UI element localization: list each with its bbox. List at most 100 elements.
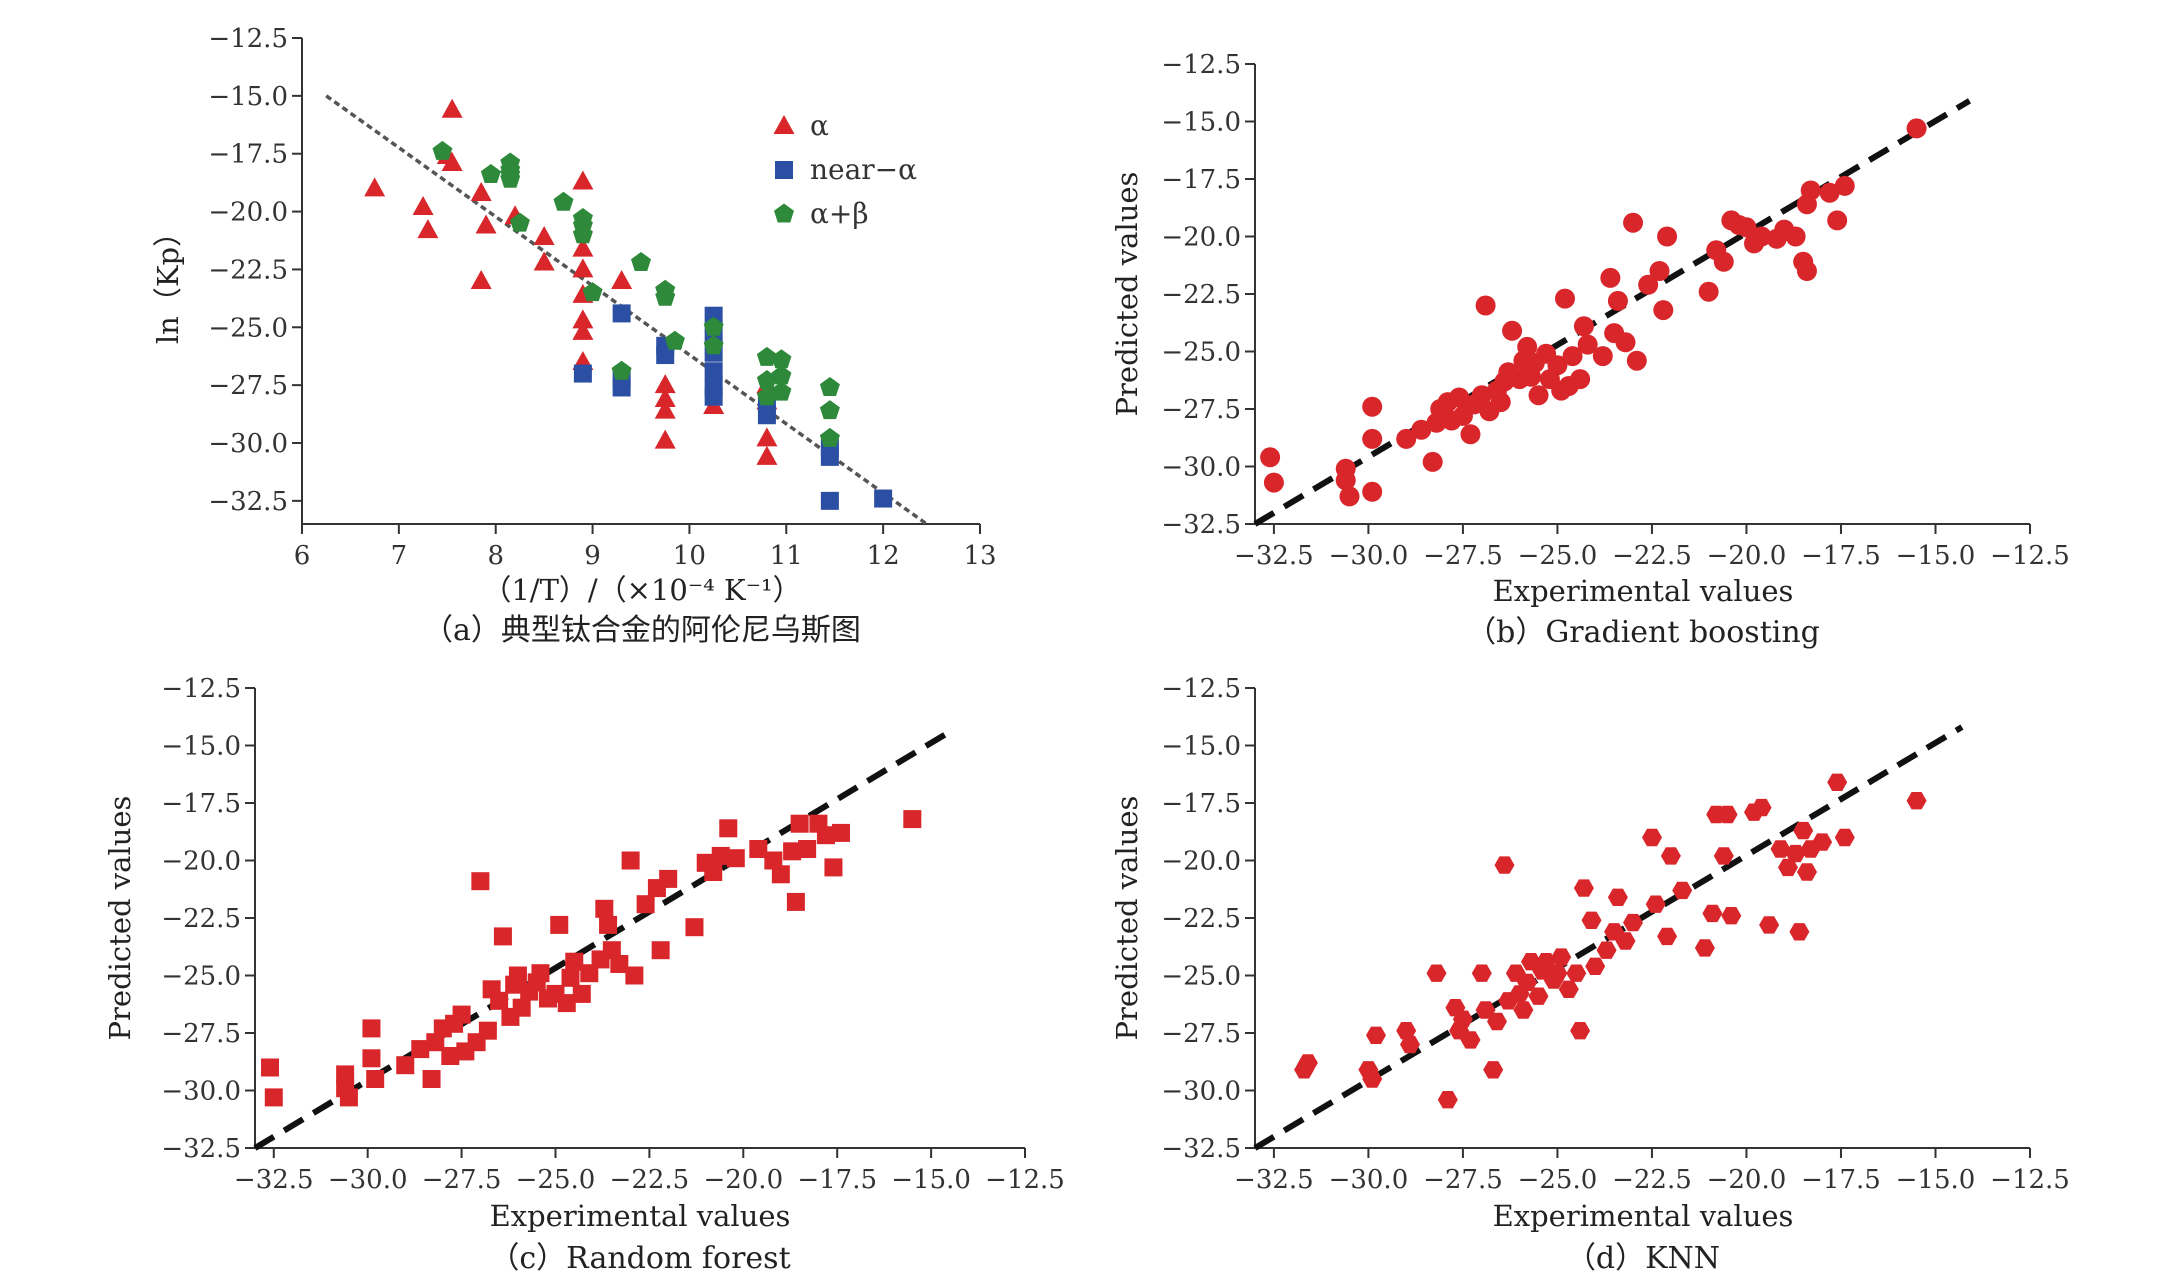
data-point (580, 964, 599, 983)
data-point (610, 955, 629, 973)
x-tick-label: −25.0 (516, 1165, 596, 1195)
data-point (819, 400, 840, 420)
data-point (783, 842, 802, 861)
x-tick-label: 8 (487, 541, 504, 571)
data-point (1570, 369, 1591, 390)
data-point (1615, 932, 1636, 950)
data-point (1778, 858, 1798, 877)
data-point (1770, 840, 1791, 858)
data-point (565, 952, 584, 971)
x-tick-label: −15.0 (1896, 1165, 1976, 1195)
data-point (475, 214, 497, 234)
y-tick-label: −32.5 (1161, 510, 1241, 540)
data-point (1751, 798, 1772, 817)
data-point (1607, 290, 1628, 311)
data-point (1713, 251, 1734, 272)
data-point (1339, 486, 1360, 507)
data-point (1702, 904, 1723, 923)
y-tick-label: −27.5 (208, 371, 288, 401)
data-point (362, 1049, 381, 1068)
data-point (1581, 911, 1602, 929)
data-point (1785, 844, 1806, 863)
data-point (1653, 300, 1674, 321)
y-axis-label: ln（Kp） (151, 218, 185, 344)
data-point (819, 377, 840, 396)
y-tick-label: −32.5 (161, 1134, 241, 1164)
data-point (1834, 175, 1855, 196)
data-point (1812, 833, 1833, 851)
data-point (631, 252, 651, 271)
data-point (756, 370, 777, 389)
data-point (1400, 1035, 1420, 1054)
series-2 (432, 140, 840, 447)
data-point (1460, 1031, 1481, 1049)
x-axis-label: Experimental values (1493, 1199, 1794, 1233)
data-point (336, 1065, 355, 1084)
data-point (1827, 210, 1848, 231)
data-point (572, 320, 594, 340)
data-point (820, 491, 839, 510)
data-point (264, 1088, 283, 1107)
x-tick-label: −12.5 (985, 1165, 1065, 1195)
legend-label: near−α (810, 153, 917, 186)
data-point (531, 964, 550, 983)
data-point (1649, 261, 1670, 281)
x-tick-label: 13 (963, 541, 996, 571)
data-point (719, 819, 738, 838)
y-tick-label: −30.0 (161, 1077, 241, 1107)
data-point (651, 941, 670, 960)
data-point (1607, 888, 1628, 906)
data-point (771, 865, 790, 884)
data-point (621, 851, 640, 870)
y-tick-label: −27.5 (1161, 395, 1241, 425)
y-tick-label: −15.0 (1161, 108, 1241, 138)
data-point (441, 151, 463, 171)
data-point (366, 1070, 385, 1088)
data-point (557, 994, 576, 1013)
data-point (599, 915, 618, 934)
panel-caption: （d）KNN (1566, 1241, 1720, 1276)
data-point (1396, 1022, 1417, 1040)
data-point (771, 365, 792, 385)
x-tick-label: −12.5 (1990, 1165, 2070, 1195)
data-point (824, 858, 843, 877)
data-point (1422, 451, 1443, 472)
y-tick-label: −30.0 (1161, 1077, 1241, 1107)
data-point (756, 346, 777, 366)
data-point (636, 895, 655, 914)
y-tick-label: −27.5 (1161, 1019, 1241, 1049)
x-tick-label: 9 (584, 541, 601, 571)
data-point (655, 286, 676, 306)
data-point (1426, 964, 1447, 982)
x-tick-label: −30.0 (1329, 1165, 1409, 1195)
y-tick-label: −20.0 (1161, 223, 1241, 253)
y-tick-label: −25.0 (208, 313, 288, 343)
data-point (441, 1047, 460, 1065)
data-point (1558, 980, 1579, 998)
data-point (903, 810, 922, 829)
data-point (1536, 953, 1557, 971)
data-point (1789, 923, 1810, 941)
data-point (1819, 182, 1840, 203)
data-point (362, 1019, 381, 1038)
data-point (790, 814, 809, 833)
series-0 (364, 98, 778, 465)
data-point (1547, 964, 1568, 982)
panel-caption: （c）Random forest (489, 1241, 790, 1276)
data-point (1528, 987, 1549, 1005)
x-tick-label: −15.0 (1896, 541, 1976, 571)
data-point (1592, 346, 1613, 367)
data-point (470, 270, 492, 289)
data-point (1600, 267, 1621, 288)
y-tick-label: −17.5 (208, 140, 288, 170)
data-point (1657, 226, 1678, 247)
data-point (1566, 964, 1587, 982)
x-tick-label: −15.0 (891, 1165, 971, 1195)
y-tick-label: −22.5 (1161, 904, 1241, 934)
data-point (1517, 336, 1538, 357)
data-point (1362, 428, 1383, 449)
series-0 (261, 810, 922, 1107)
data-point (764, 851, 783, 870)
y-tick-label: −17.5 (161, 789, 241, 819)
data-point (1263, 472, 1284, 493)
